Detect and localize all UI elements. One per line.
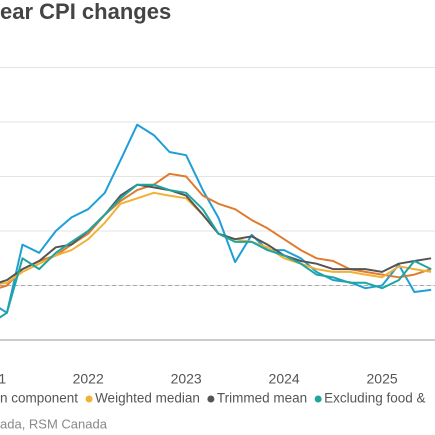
legend-marker — [207, 395, 215, 403]
legend-marker — [85, 395, 93, 403]
series-line — [0, 123, 432, 314]
x-tick-label: 2022 — [73, 371, 104, 387]
series-line — [0, 183, 432, 284]
series-line — [0, 183, 432, 319]
legend-marker — [314, 395, 322, 403]
legend-label: Trimmed mean — [217, 391, 307, 406]
x-tick-label: 1 — [0, 371, 6, 387]
legend-label: n component — [0, 391, 78, 406]
source: ada, RSM Canada — [0, 416, 108, 431]
series-line — [0, 172, 432, 289]
x-tick-label: 2024 — [269, 371, 300, 387]
x-tick-label: 2025 — [367, 371, 398, 387]
chart-title: ear CPI changes — [0, 0, 171, 24]
legend-label: Excluding food & — [324, 391, 425, 406]
x-tick-label: 2023 — [171, 371, 202, 387]
legend-label: Weighted median — [95, 391, 200, 406]
